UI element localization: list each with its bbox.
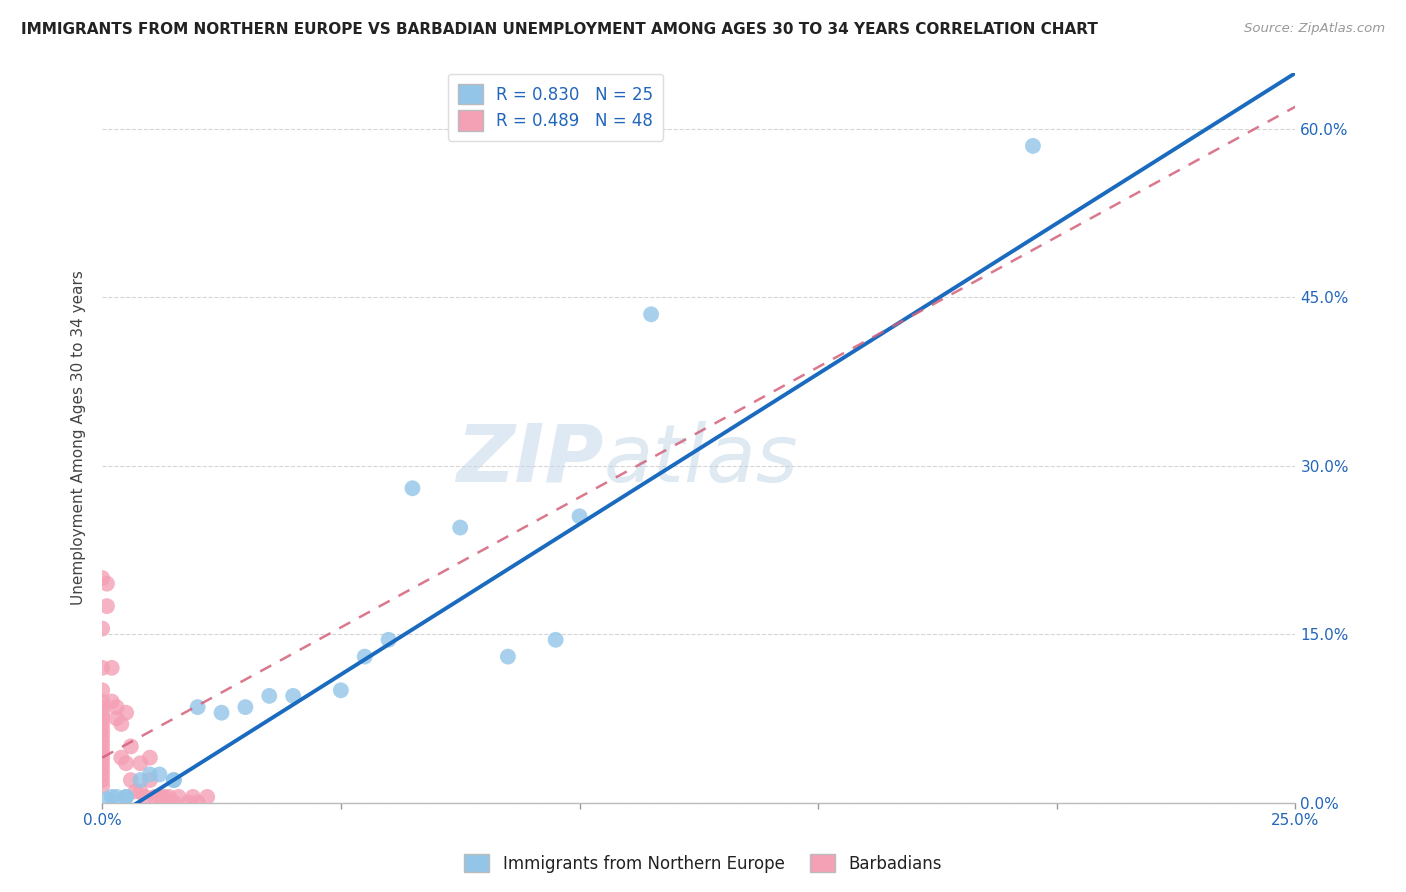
Point	[259, 689, 281, 703]
Point	[544, 632, 567, 647]
Point	[120, 773, 142, 788]
Point	[91, 571, 114, 585]
Point	[129, 756, 152, 771]
Point	[329, 683, 352, 698]
Point	[568, 509, 591, 524]
Point	[187, 700, 209, 714]
Point	[187, 796, 209, 810]
Point	[449, 520, 471, 534]
Point	[91, 622, 114, 636]
Text: IMMIGRANTS FROM NORTHERN EUROPE VS BARBADIAN UNEMPLOYMENT AMONG AGES 30 TO 34 YE: IMMIGRANTS FROM NORTHERN EUROPE VS BARBA…	[21, 22, 1098, 37]
Point	[177, 796, 200, 810]
Point	[91, 728, 114, 742]
Point	[377, 632, 399, 647]
Point	[1022, 139, 1045, 153]
Point	[91, 723, 114, 737]
Point	[100, 661, 122, 675]
Point	[640, 307, 662, 321]
Point	[139, 750, 162, 764]
Point	[115, 789, 138, 804]
Point	[211, 706, 233, 720]
Point	[163, 773, 186, 788]
Point	[148, 789, 170, 804]
Point	[110, 750, 132, 764]
Point	[163, 796, 186, 810]
Legend: Immigrants from Northern Europe, Barbadians: Immigrants from Northern Europe, Barbadi…	[458, 847, 948, 880]
Point	[401, 481, 423, 495]
Point	[105, 789, 128, 804]
Text: atlas: atlas	[603, 421, 799, 499]
Text: ZIP: ZIP	[456, 421, 603, 499]
Point	[91, 756, 114, 771]
Point	[100, 694, 122, 708]
Point	[134, 789, 156, 804]
Point	[91, 683, 114, 698]
Point	[96, 576, 118, 591]
Y-axis label: Unemployment Among Ages 30 to 34 years: Unemployment Among Ages 30 to 34 years	[72, 270, 86, 605]
Point	[91, 717, 114, 731]
Point	[139, 767, 162, 781]
Point	[195, 789, 218, 804]
Point	[120, 739, 142, 754]
Point	[353, 649, 375, 664]
Point	[115, 789, 138, 804]
Point	[167, 789, 190, 804]
Point	[91, 700, 114, 714]
Point	[153, 789, 176, 804]
Point	[115, 706, 138, 720]
Point	[129, 784, 152, 798]
Point	[235, 700, 257, 714]
Point	[91, 733, 114, 747]
Point	[91, 706, 114, 720]
Point	[105, 711, 128, 725]
Point	[148, 767, 170, 781]
Point	[91, 661, 114, 675]
Point	[105, 700, 128, 714]
Point	[129, 773, 152, 788]
Legend: R = 0.830   N = 25, R = 0.489   N = 48: R = 0.830 N = 25, R = 0.489 N = 48	[449, 74, 664, 141]
Point	[100, 789, 122, 804]
Point	[143, 789, 166, 804]
Point	[91, 694, 114, 708]
Point	[110, 717, 132, 731]
Point	[91, 773, 114, 788]
Point	[91, 750, 114, 764]
Point	[96, 599, 118, 613]
Point	[91, 711, 114, 725]
Point	[91, 745, 114, 759]
Point	[181, 789, 204, 804]
Point	[124, 784, 146, 798]
Point	[139, 773, 162, 788]
Point	[163, 773, 186, 788]
Point	[496, 649, 519, 664]
Point	[91, 779, 114, 793]
Point	[91, 767, 114, 781]
Point	[115, 756, 138, 771]
Point	[91, 762, 114, 776]
Point	[281, 689, 304, 703]
Point	[96, 792, 118, 806]
Point	[91, 739, 114, 754]
Point	[157, 789, 180, 804]
Text: Source: ZipAtlas.com: Source: ZipAtlas.com	[1244, 22, 1385, 36]
